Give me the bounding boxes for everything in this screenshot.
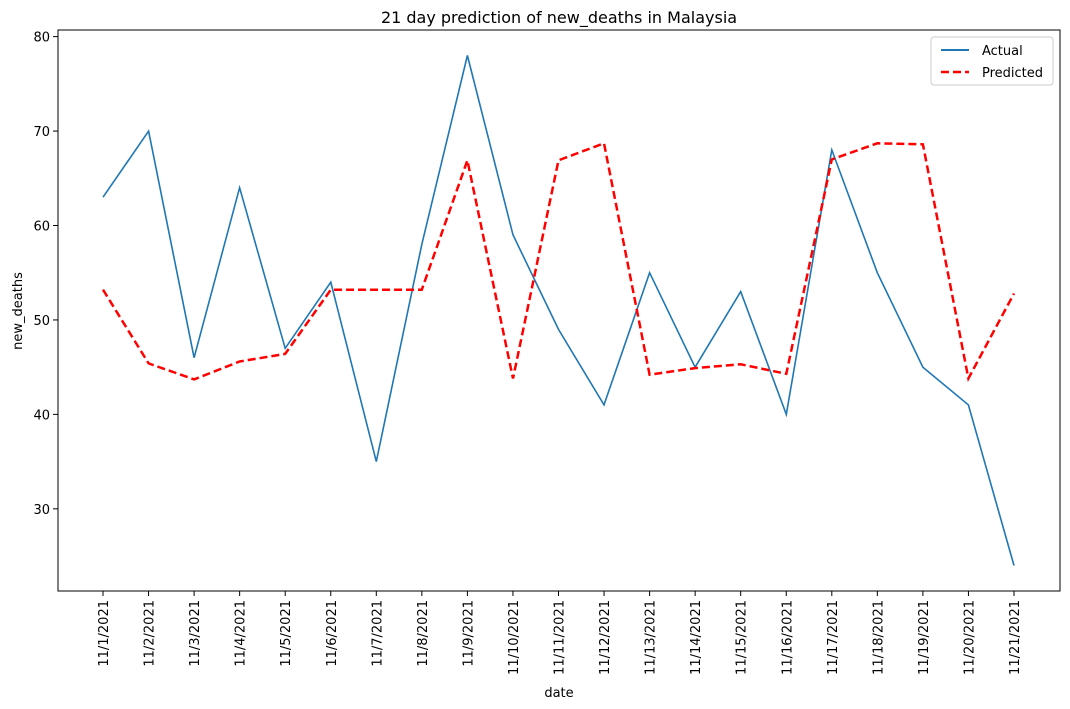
x-tick-label: 11/12/2021 (598, 600, 613, 675)
series-lines (101, 55, 1016, 566)
chart-title: 21 day prediction of new_deaths in Malay… (381, 8, 737, 28)
legend: Actual Predicted (930, 36, 1054, 86)
x-tick-label: 11/11/2021 (553, 600, 568, 675)
y-axis-label: new_deaths (11, 272, 26, 350)
x-tick-label: 11/19/2021 (917, 600, 932, 675)
x-tick-label: 11/18/2021 (871, 600, 886, 675)
x-tick-label: 11/3/2021 (188, 600, 203, 667)
x-tick-label: 11/9/2021 (461, 600, 476, 667)
x-tick-label: 11/15/2021 (735, 600, 750, 675)
y-axis: 30 40 50 60 70 80 (33, 31, 58, 518)
x-tick-label: 11/8/2021 (416, 600, 431, 667)
series-line-actual (102, 55, 1015, 566)
x-tick-label: 11/14/2021 (689, 600, 704, 675)
y-tick-label: 50 (33, 314, 50, 329)
x-tick-label: 11/7/2021 (370, 600, 385, 667)
x-tick-label: 11/2/2021 (143, 600, 158, 667)
y-tick-label: 60 (33, 220, 50, 235)
series-line-predicted (101, 141, 1016, 383)
legend-label-actual: Actual (982, 44, 1023, 59)
x-tick-label: 11/16/2021 (780, 600, 795, 675)
y-tick-label: 70 (33, 125, 50, 140)
x-tick-label: 11/21/2021 (1008, 600, 1023, 675)
x-tick-label: 11/13/2021 (644, 600, 659, 675)
x-tick-label: 11/10/2021 (507, 600, 522, 675)
x-tick-label: 11/20/2021 (962, 600, 977, 675)
x-tick-label: 11/4/2021 (234, 600, 249, 667)
plot-area (57, 29, 1061, 592)
y-tick-label: 30 (33, 503, 50, 518)
x-tick-label: 11/5/2021 (279, 600, 294, 667)
x-axis: 11/1/2021 11/2/2021 11/3/2021 11/4/2021 11/5… (97, 591, 1023, 675)
x-tick-label: 11/17/2021 (826, 600, 841, 675)
x-axis-label: date (544, 686, 573, 701)
y-tick-label: 40 (33, 408, 50, 423)
legend-label-predicted: Predicted (982, 66, 1043, 81)
x-tick-label: 11/6/2021 (325, 600, 340, 667)
x-tick-label: 11/1/2021 (97, 600, 112, 667)
y-tick-label: 80 (33, 31, 50, 46)
